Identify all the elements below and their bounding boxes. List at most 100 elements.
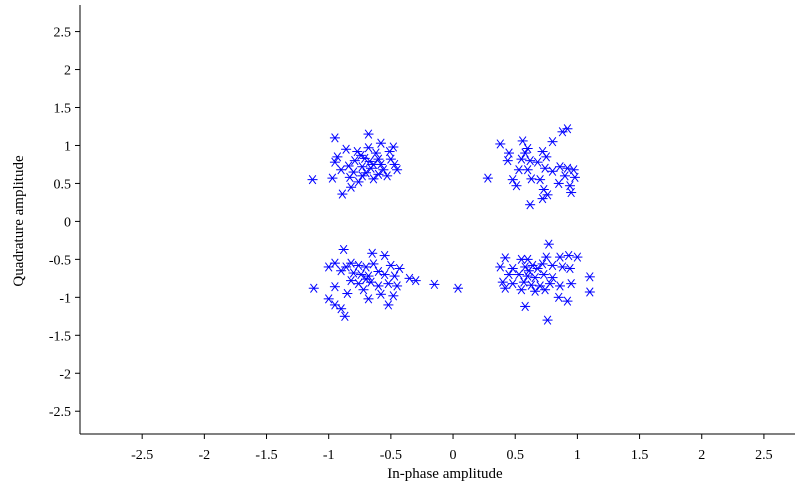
data-point — [361, 262, 371, 272]
data-point — [338, 244, 349, 255]
data-point — [513, 269, 524, 280]
data-point — [584, 272, 595, 282]
data-point — [353, 260, 364, 271]
data-point — [511, 181, 522, 191]
data-point — [337, 189, 348, 199]
data-point — [522, 165, 533, 175]
x-tick-label: 2.5 — [755, 448, 773, 463]
data-point — [584, 287, 595, 297]
data-point — [336, 266, 347, 276]
data-point — [530, 286, 541, 296]
data-point — [526, 174, 537, 184]
y-tick-label: 1 — [64, 139, 71, 154]
data-point — [507, 279, 518, 289]
data-point — [368, 174, 379, 184]
data-point — [357, 162, 368, 172]
data-point — [540, 285, 551, 295]
data-point — [392, 165, 403, 175]
data-point — [516, 285, 527, 295]
data-point — [358, 285, 369, 295]
data-point — [568, 165, 579, 175]
data-point — [547, 272, 558, 283]
data-point — [453, 283, 464, 293]
data-point — [532, 157, 543, 167]
data-point — [361, 274, 371, 284]
data-point — [352, 146, 363, 157]
y-tick-label: 2.5 — [54, 26, 72, 41]
data-point — [564, 263, 575, 274]
data-point — [357, 171, 368, 181]
data-point — [542, 315, 553, 325]
data-point — [375, 138, 386, 148]
y-tick-label: -2 — [59, 367, 71, 382]
data-point — [384, 146, 395, 157]
data-point — [394, 263, 405, 274]
data-point — [353, 177, 364, 187]
data-point — [537, 193, 548, 204]
data-point — [518, 277, 529, 287]
data-point — [566, 279, 577, 289]
data-point — [388, 142, 399, 152]
data-point — [543, 239, 554, 249]
data-point — [356, 269, 367, 280]
data-point — [553, 178, 564, 189]
x-tick-label: -1 — [323, 448, 335, 463]
y-tick-label: 1.5 — [54, 102, 72, 117]
x-tick-label: -2 — [199, 448, 211, 463]
data-point — [495, 139, 506, 149]
data-point — [500, 253, 511, 263]
data-point — [348, 167, 359, 177]
data-point — [404, 273, 415, 283]
data-point — [307, 175, 318, 185]
data-point — [507, 175, 518, 185]
y-tick-label: 0.5 — [54, 177, 72, 192]
data-point — [482, 173, 493, 183]
data-point — [379, 269, 390, 280]
data-point — [368, 259, 379, 269]
data-point — [389, 271, 400, 281]
data-point — [569, 172, 580, 182]
data-point — [341, 144, 352, 154]
data-point — [564, 181, 575, 191]
data-point — [339, 311, 350, 321]
data-point — [329, 258, 340, 268]
data-point — [385, 260, 396, 271]
data-point — [346, 182, 357, 192]
data-point — [537, 146, 548, 157]
data-point — [520, 262, 531, 272]
data-point — [429, 279, 440, 290]
data-point — [538, 184, 549, 195]
data-point — [541, 152, 552, 162]
data-point — [332, 152, 343, 162]
data-point — [530, 272, 541, 283]
data-point — [504, 148, 514, 158]
data-point — [572, 252, 583, 262]
data-point — [525, 200, 536, 210]
data-point — [500, 283, 511, 293]
data-point — [344, 172, 355, 182]
data-point — [523, 266, 534, 276]
data-point — [382, 171, 393, 181]
data-point — [348, 268, 359, 278]
data-point — [563, 250, 574, 261]
data-point — [368, 159, 379, 170]
data-point — [383, 279, 394, 289]
data-point — [547, 137, 558, 147]
data-point — [363, 129, 374, 139]
y-tick-label: -0.5 — [49, 253, 71, 268]
data-point — [522, 143, 533, 154]
data-point — [532, 263, 543, 274]
x-tick-label: 1 — [574, 448, 581, 463]
data-point — [375, 289, 386, 299]
data-point — [385, 154, 396, 164]
data-point — [329, 282, 340, 292]
data-point — [343, 161, 354, 171]
data-point — [516, 154, 527, 164]
data-point — [554, 281, 565, 291]
data-point — [389, 159, 400, 170]
data-point — [336, 304, 347, 314]
y-tick-label: 2 — [64, 64, 71, 79]
data-point — [327, 173, 338, 183]
data-point — [373, 154, 384, 164]
